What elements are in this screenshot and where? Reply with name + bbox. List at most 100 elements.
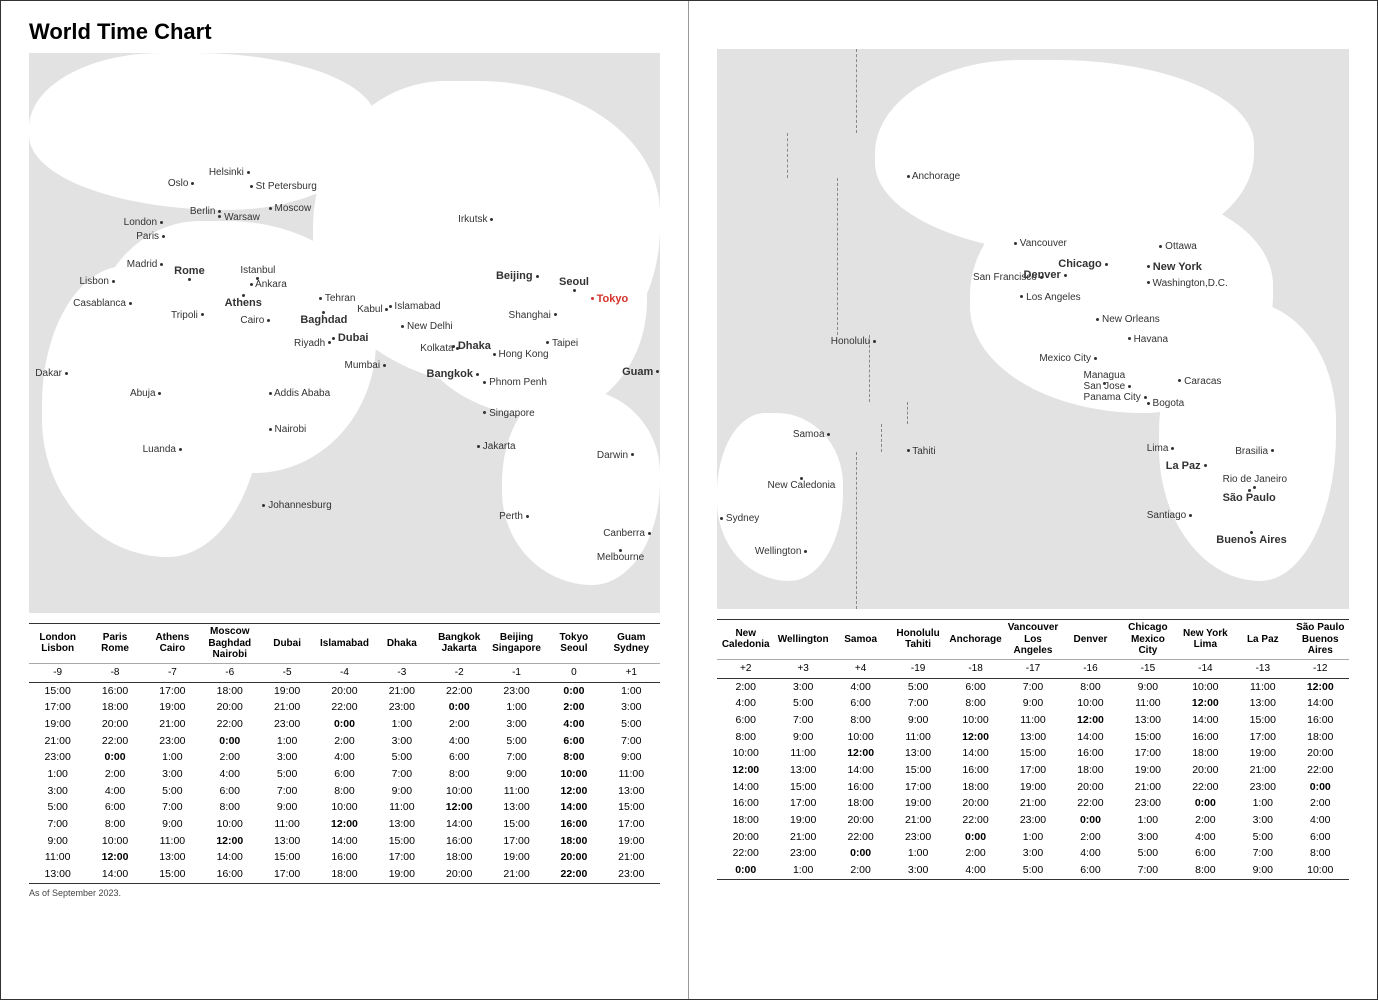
time-cell: 14:00 [1062, 729, 1119, 746]
offset-cell: -12 [1292, 659, 1349, 678]
time-cell: 9:00 [144, 816, 201, 833]
time-cell: 4:00 [947, 862, 1004, 879]
time-cell: 13:00 [373, 816, 430, 833]
time-cell: 12:00 [1292, 678, 1349, 695]
time-cell: 0:00 [316, 716, 373, 733]
time-cell: 12:00 [1177, 695, 1234, 712]
time-cell: 14:00 [832, 762, 889, 779]
col-header: TokyoSeoul [545, 624, 602, 664]
time-cell: 7:00 [144, 799, 201, 816]
time-cell: 19:00 [144, 699, 201, 716]
offset-cell: -5 [258, 663, 315, 682]
time-cell: 5:00 [29, 799, 86, 816]
city-label: Jakarta [477, 442, 516, 452]
time-cell: 18:00 [832, 795, 889, 812]
footnote: As of September 2023. [29, 888, 660, 898]
city-label: Helsinki [209, 168, 250, 178]
time-cell: 3:00 [774, 678, 831, 695]
city-label: Ottawa [1159, 242, 1196, 252]
time-cell: 4:00 [1292, 812, 1349, 829]
city-label: Kabul [357, 305, 388, 315]
time-cell: 10:00 [1177, 678, 1234, 695]
time-cell: 3:00 [29, 783, 86, 800]
time-cell: 15:00 [1234, 712, 1291, 729]
time-cell: 1:00 [889, 845, 946, 862]
time-cell: 4:00 [431, 733, 488, 750]
offset-cell: -17 [1004, 659, 1061, 678]
landmass [42, 266, 263, 557]
time-cell: 13:00 [144, 849, 201, 866]
time-cell: 19:00 [774, 812, 831, 829]
offset-cell: +1 [603, 663, 660, 682]
time-cell: 5:00 [603, 716, 660, 733]
city-label: Johannesburg [262, 501, 331, 511]
time-cell: 13:00 [603, 783, 660, 800]
time-cell: 9:00 [1119, 678, 1176, 695]
time-cell: 7:00 [1004, 678, 1061, 695]
time-cell: 12:00 [316, 816, 373, 833]
dateline-segment [907, 402, 908, 424]
time-cell: 15:00 [488, 816, 545, 833]
time-cell: 19:00 [1234, 745, 1291, 762]
time-cell: 8:00 [1062, 678, 1119, 695]
time-cell: 17:00 [1119, 745, 1176, 762]
page-left: World Time Chart Helsinki Oslo St Peters… [1, 1, 689, 999]
time-cell: 14:00 [201, 849, 258, 866]
city-label: Phnom Penh [483, 378, 547, 388]
time-cell: 11:00 [1004, 712, 1061, 729]
city-label: Oslo [168, 179, 194, 189]
time-cell: 11:00 [29, 849, 86, 866]
time-cell: 15:00 [144, 866, 201, 883]
offset-cell: -9 [29, 663, 86, 682]
time-cell: 8:00 [1292, 845, 1349, 862]
time-cell: 21:00 [889, 812, 946, 829]
time-cell: 12:00 [1062, 712, 1119, 729]
time-cell: 8:00 [1177, 862, 1234, 879]
offset-cell: +4 [832, 659, 889, 678]
time-cell: 10:00 [1292, 862, 1349, 879]
time-cell: 13:00 [29, 866, 86, 883]
time-cell: 2:00 [832, 862, 889, 879]
time-cell: 0:00 [947, 829, 1004, 846]
city-label: San Jose [1084, 382, 1131, 392]
time-cell: 2:00 [717, 678, 774, 695]
time-cell: 6:00 [545, 733, 602, 750]
time-cell: 3:00 [258, 749, 315, 766]
city-label: Berlin [190, 207, 221, 217]
time-cell: 18:00 [947, 779, 1004, 796]
col-header: HonoluluTahiti [889, 620, 946, 660]
time-cell: 18:00 [201, 682, 258, 699]
time-cell: 20:00 [431, 866, 488, 883]
time-cell: 3:00 [889, 862, 946, 879]
time-cell: 14:00 [1177, 712, 1234, 729]
time-cell: 2:00 [201, 749, 258, 766]
city-label: Sydney [720, 514, 759, 524]
time-cell: 12:00 [201, 833, 258, 850]
time-cell: 23:00 [774, 845, 831, 862]
time-cell: 20:00 [947, 795, 1004, 812]
city-label: Taipei [546, 339, 578, 349]
time-cell: 6:00 [431, 749, 488, 766]
city-label: Riyadh [294, 339, 331, 349]
city-label: Bangkok [427, 369, 480, 380]
dateline-segment [787, 133, 788, 178]
time-cell: 14:00 [316, 833, 373, 850]
map-left: Helsinki Oslo St Petersburg MoscowBerlin… [29, 53, 660, 613]
time-cell: 19:00 [1004, 779, 1061, 796]
time-cell: 6:00 [316, 766, 373, 783]
time-cell: 11:00 [889, 729, 946, 746]
city-label: Guam [622, 367, 659, 378]
time-cell: 21:00 [144, 716, 201, 733]
time-cell: 3:00 [1234, 812, 1291, 829]
time-cell: 1:00 [1004, 829, 1061, 846]
time-table-left: LondonLisbonParisRomeAthensCairoMoscowBa… [29, 623, 660, 884]
city-label: Washington,D.C. [1147, 279, 1228, 289]
time-cell: 22:00 [947, 812, 1004, 829]
time-cell: 3:00 [1119, 829, 1176, 846]
time-cell: 21:00 [29, 733, 86, 750]
time-cell: 14:00 [1292, 695, 1349, 712]
city-label: Tripoli [171, 311, 204, 321]
city-label: Istanbul [240, 266, 275, 280]
time-cell: 0:00 [832, 845, 889, 862]
offset-cell: -14 [1177, 659, 1234, 678]
